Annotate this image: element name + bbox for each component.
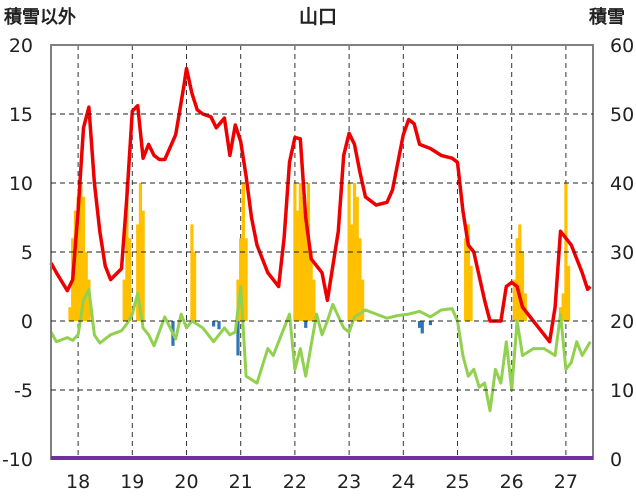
- left-tick-label: 5: [21, 242, 33, 264]
- bar: [358, 238, 362, 321]
- bar: [312, 279, 316, 321]
- bar: [84, 252, 88, 321]
- bar: [304, 321, 308, 328]
- green-series-line: [49, 285, 592, 413]
- bar: [68, 307, 72, 321]
- bar: [464, 238, 468, 321]
- bar: [355, 196, 359, 321]
- left-axis-ticks: 20 15 10 5 0 -5 -10: [2, 35, 593, 471]
- bar: [217, 321, 221, 330]
- bar: [352, 183, 357, 321]
- bar: [76, 196, 80, 321]
- left-tick-label: 0: [21, 311, 33, 333]
- right-tick-label: 30: [610, 242, 634, 264]
- bar: [309, 252, 313, 321]
- bar: [518, 224, 522, 321]
- bar: [244, 238, 248, 321]
- right-tick-label: 60: [610, 35, 634, 57]
- bar: [469, 265, 473, 321]
- bar: [428, 321, 432, 326]
- chart-title: 山口: [299, 6, 337, 28]
- bar: [417, 321, 422, 328]
- x-tick-label: 26: [500, 471, 524, 493]
- left-tick-label: -5: [14, 380, 33, 402]
- bar: [567, 265, 571, 321]
- x-tick-label: 19: [120, 471, 144, 493]
- left-tick-label: 20: [9, 35, 33, 57]
- left-tick-label: 15: [9, 104, 33, 126]
- x-tick-label: 18: [66, 471, 90, 493]
- bar: [212, 321, 216, 327]
- bar: [512, 279, 517, 321]
- left-axis-label: 積雪以外: [3, 6, 76, 28]
- right-axis-ticks: 60 50 40 30 20 10 0: [610, 35, 634, 471]
- bar: [141, 210, 145, 321]
- bar: [239, 238, 243, 321]
- left-tick-label: 10: [9, 173, 33, 195]
- bar: [81, 196, 86, 321]
- bar: [520, 252, 525, 321]
- bar: [301, 196, 305, 321]
- right-tick-label: 50: [610, 104, 634, 126]
- bar: [561, 293, 565, 321]
- bar: [304, 224, 308, 321]
- x-tick-label: 23: [337, 471, 361, 493]
- bar: [361, 279, 365, 321]
- bar: [136, 224, 140, 321]
- bar: [306, 183, 311, 321]
- right-tick-label: 0: [610, 449, 622, 471]
- bar: [296, 210, 300, 321]
- x-tick-label: 25: [445, 471, 469, 493]
- x-tick-label: 27: [554, 471, 578, 493]
- bar: [523, 293, 527, 321]
- x-tick-label: 22: [283, 471, 307, 493]
- bar: [466, 224, 470, 321]
- bar: [298, 183, 302, 321]
- bar: [420, 321, 424, 334]
- bar: [193, 252, 197, 321]
- red-series-line: [49, 66, 592, 344]
- right-tick-label: 10: [610, 380, 634, 402]
- bar: [236, 321, 240, 356]
- x-axis-ticks: 18 19 20 21 22 23 24 25 26 27: [66, 471, 578, 493]
- right-axis-label: 積雪: [588, 6, 625, 28]
- x-tick-label: 24: [391, 471, 415, 493]
- bar: [127, 238, 132, 321]
- right-tick-label: 20: [610, 311, 634, 333]
- left-tick-label: -10: [2, 449, 33, 471]
- bar: [138, 183, 143, 321]
- bar: [350, 224, 354, 321]
- x-tick-label: 21: [229, 471, 253, 493]
- right-tick-label: 40: [610, 173, 634, 195]
- bar: [190, 224, 194, 321]
- bar: [122, 279, 126, 321]
- bar: [515, 238, 519, 321]
- x-tick-label: 20: [174, 471, 198, 493]
